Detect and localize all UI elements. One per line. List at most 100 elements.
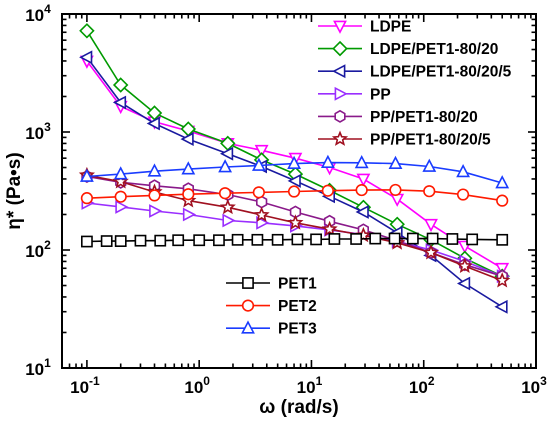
data-point-ldpe-pet1-80-20-5 [287, 173, 301, 188]
data-point-ldpe [356, 173, 371, 187]
legend-swatch-marker [332, 40, 348, 57]
x-tick-label: 10-1 [70, 374, 100, 397]
data-point-pet1 [154, 234, 167, 247]
data-point-pet3 [287, 155, 302, 169]
data-point-pet2 [456, 188, 470, 201]
data-point-pet1 [310, 233, 323, 246]
legend-item-pet2: PET2 [226, 298, 317, 315]
legend-label: LDPE [370, 19, 411, 36]
legend-swatch-marker [334, 109, 346, 123]
plot-area-frame [61, 13, 537, 369]
data-point-pp-pet1-80-20-5 [287, 214, 304, 230]
data-point-pp-pet1-80-20-5 [494, 272, 511, 288]
data-point-pet2 [389, 183, 402, 197]
data-point-pet1 [172, 234, 185, 247]
data-point-pet1 [291, 233, 304, 246]
legend-label: PET3 [278, 321, 317, 338]
data-point-ldpe-pet1-80-20-5 [112, 95, 127, 110]
data-point-pet3 [218, 159, 233, 173]
legend-item-pet1: PET1 [226, 276, 317, 293]
data-point-pp-pet1-80-20-5 [219, 198, 236, 215]
data-point-pet2 [252, 186, 265, 199]
data-point-pet3 [320, 154, 335, 168]
x-axis-label: ω (rad/s) [259, 397, 338, 418]
legend-swatch-marker [332, 64, 346, 79]
legend-swatch-marker [333, 20, 347, 34]
data-point-ldpe-pet1-80-20-5 [494, 299, 508, 314]
legend-item-pp: PP [318, 86, 391, 103]
data-point-pet1 [446, 233, 459, 245]
series-pet3 [79, 154, 510, 189]
data-point-pet3 [181, 161, 196, 175]
data-point-pet1 [466, 233, 479, 246]
y-tick-label: 104 [25, 2, 51, 25]
data-point-pet3 [422, 158, 437, 172]
data-point-pet1 [328, 233, 341, 245]
legend-item-ldpe-pet1-80-20: LDPE/PET1-80/20 [318, 40, 498, 58]
data-point-ldpe [390, 193, 405, 207]
data-point-pp-pet1-80-20-5 [321, 220, 338, 237]
data-point-pet1 [231, 233, 244, 246]
data-point-pet1 [496, 233, 509, 246]
data-point-ldpe-pet1-80-20 [79, 23, 95, 39]
data-point-pet1 [134, 234, 147, 247]
legend-item-pet3: PET3 [226, 320, 317, 338]
data-point-ldpe-pet1-80-20-5 [146, 116, 160, 131]
data-point-pp [182, 207, 197, 222]
data-point-pet3 [456, 163, 471, 178]
data-point-pp-pet1-80-20-5 [456, 257, 473, 273]
data-point-pp-pet1-80-20-5 [253, 206, 270, 222]
data-point-pet1 [406, 232, 419, 245]
x-tick-label: 101 [297, 374, 323, 397]
x-tick-label: 100 [184, 374, 210, 397]
data-point-ldpe-pet1-80-20-5 [355, 205, 369, 219]
series-ldpe-pet1-80-20-5 [79, 50, 508, 314]
legend-item-ldpe-pet1-80-20-5: LDPE/PET1-80/20/5 [318, 64, 512, 81]
legend-swatch-marker [331, 130, 349, 146]
data-point-pet2 [423, 185, 436, 198]
data-point-pet1 [213, 234, 225, 247]
data-point-pet3 [147, 163, 162, 177]
data-point-pet1 [426, 232, 439, 245]
y-axis-label: η* (Pa•s) [4, 152, 25, 229]
data-point-ldpe-pet1-80-20-5 [219, 146, 234, 161]
data-point-pet1 [271, 233, 284, 246]
series-line-pet1 [86, 237, 503, 243]
data-point-ldpe-pet1-80-20-5 [180, 132, 194, 147]
data-point-pet1 [100, 235, 113, 247]
data-point-ldpe-pet1-80-20 [112, 77, 129, 93]
data-point-pp-pet1-80-20-5 [422, 244, 440, 260]
data-point-pet3 [354, 154, 369, 169]
legend-label: PP [370, 86, 391, 103]
data-point-ldpe-pet1-80-20-5 [79, 50, 93, 65]
data-point-pet2 [80, 192, 94, 205]
data-point-pet2 [287, 185, 301, 198]
data-point-pp [149, 204, 163, 218]
legend-item-pp-pet1-80-20-5: PP/PET1-80/20/5 [318, 130, 491, 149]
data-point-pet1 [81, 235, 93, 248]
data-point-pet2 [182, 188, 195, 201]
data-point-pet2 [355, 183, 368, 197]
data-point-pet2 [148, 189, 161, 202]
data-point-pet3 [79, 168, 94, 182]
legend-label: PP/PET1-80/20/5 [370, 132, 491, 149]
data-point-pet2 [496, 194, 509, 207]
data-point-ldpe [254, 144, 269, 159]
data-point-pet1 [251, 233, 264, 246]
data-point-pp [115, 199, 129, 214]
legend-swatch-marker [241, 320, 255, 334]
series-pet2 [80, 183, 509, 207]
data-point-pet3 [388, 155, 403, 169]
y-tick-label: 103 [25, 120, 51, 143]
data-point-pet3 [251, 157, 266, 171]
data-point-pp [222, 213, 236, 228]
series-pet1 [81, 232, 509, 248]
legend-label: PET2 [278, 298, 317, 315]
data-point-pet2 [114, 190, 127, 203]
legend-item-pp-pet1-80-20: PP/PET1-80/20 [318, 109, 478, 126]
data-point-pet1 [350, 233, 363, 245]
legend-label: PP/PET1-80/20 [370, 109, 478, 126]
data-point-ldpe-pet1-80-20-5 [456, 276, 471, 291]
